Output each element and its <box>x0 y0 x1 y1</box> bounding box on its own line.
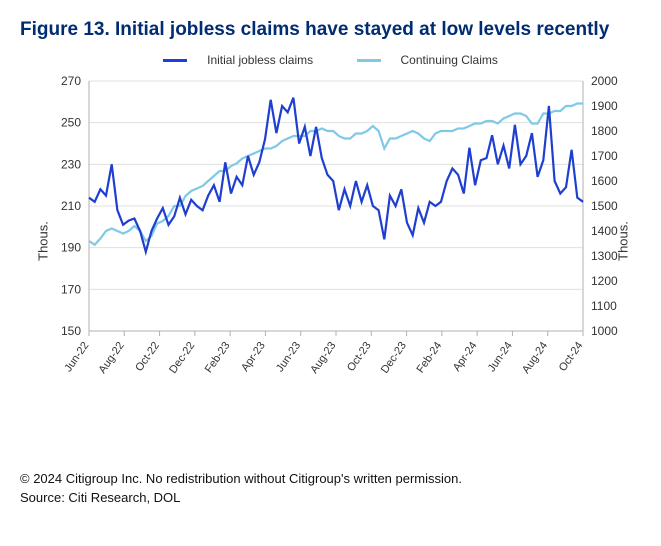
svg-text:Aug-22: Aug-22 <box>96 340 126 376</box>
svg-text:Apr-23: Apr-23 <box>239 340 268 374</box>
figure-footer: © 2024 Citigroup Inc. No redistribution … <box>20 469 641 508</box>
svg-text:Feb-24: Feb-24 <box>414 340 444 375</box>
legend-label-a: Initial jobless claims <box>207 53 313 67</box>
svg-text:1300: 1300 <box>591 249 618 263</box>
svg-text:1700: 1700 <box>591 149 618 163</box>
chart-svg: 150 170 190 210 230 250 270 1000 1100 1200 1300 140… <box>31 71 631 411</box>
svg-text:Jun-23: Jun-23 <box>274 340 303 374</box>
chart-area: Thous. Thous. 15017019021023025027010001… <box>31 71 631 411</box>
svg-text:170: 170 <box>60 282 80 296</box>
figure-title: Figure 13. Initial jobless claims have s… <box>20 18 641 43</box>
legend-label-b: Continuing Claims <box>401 53 498 67</box>
svg-text:1000: 1000 <box>591 324 618 338</box>
svg-text:250: 250 <box>60 115 80 129</box>
svg-text:270: 270 <box>60 74 80 88</box>
source-text: Source: Citi Research, DOL <box>20 488 641 508</box>
svg-text:150: 150 <box>60 324 80 338</box>
svg-text:1400: 1400 <box>591 224 618 238</box>
legend: Initial jobless claims Continuing Claims <box>20 53 641 67</box>
svg-text:1100: 1100 <box>591 299 617 313</box>
svg-text:Dec-23: Dec-23 <box>378 340 408 376</box>
legend-item-a: Initial jobless claims <box>153 53 326 67</box>
svg-text:Oct-24: Oct-24 <box>556 340 585 374</box>
svg-text:210: 210 <box>60 199 80 213</box>
series-Initial jobless claims <box>89 97 583 251</box>
legend-item-b: Continuing Claims <box>347 53 508 67</box>
svg-text:2000: 2000 <box>591 74 618 88</box>
legend-swatch-b <box>357 59 381 62</box>
svg-text:Aug-23: Aug-23 <box>308 340 338 376</box>
svg-text:190: 190 <box>60 240 80 254</box>
y-axis-right-label: Thous. <box>615 221 630 261</box>
svg-text:1600: 1600 <box>591 174 618 188</box>
svg-text:1800: 1800 <box>591 124 618 138</box>
copyright-text: © 2024 Citigroup Inc. No redistribution … <box>20 469 641 489</box>
svg-text:1200: 1200 <box>591 274 618 288</box>
svg-text:Apr-24: Apr-24 <box>450 340 479 374</box>
svg-text:Jun-22: Jun-22 <box>62 340 91 374</box>
svg-text:230: 230 <box>60 157 80 171</box>
svg-text:Dec-22: Dec-22 <box>167 340 197 376</box>
svg-text:Jun-24: Jun-24 <box>485 340 514 374</box>
legend-swatch-a <box>163 59 187 62</box>
svg-text:1500: 1500 <box>591 199 618 213</box>
svg-text:Oct-22: Oct-22 <box>133 340 162 374</box>
series-Continuing Claims <box>89 103 583 244</box>
svg-text:Feb-23: Feb-23 <box>202 340 232 375</box>
svg-text:Aug-24: Aug-24 <box>519 340 549 376</box>
svg-text:Oct-23: Oct-23 <box>344 340 373 374</box>
y-axis-left-label: Thous. <box>35 221 50 261</box>
svg-text:1900: 1900 <box>591 99 618 113</box>
